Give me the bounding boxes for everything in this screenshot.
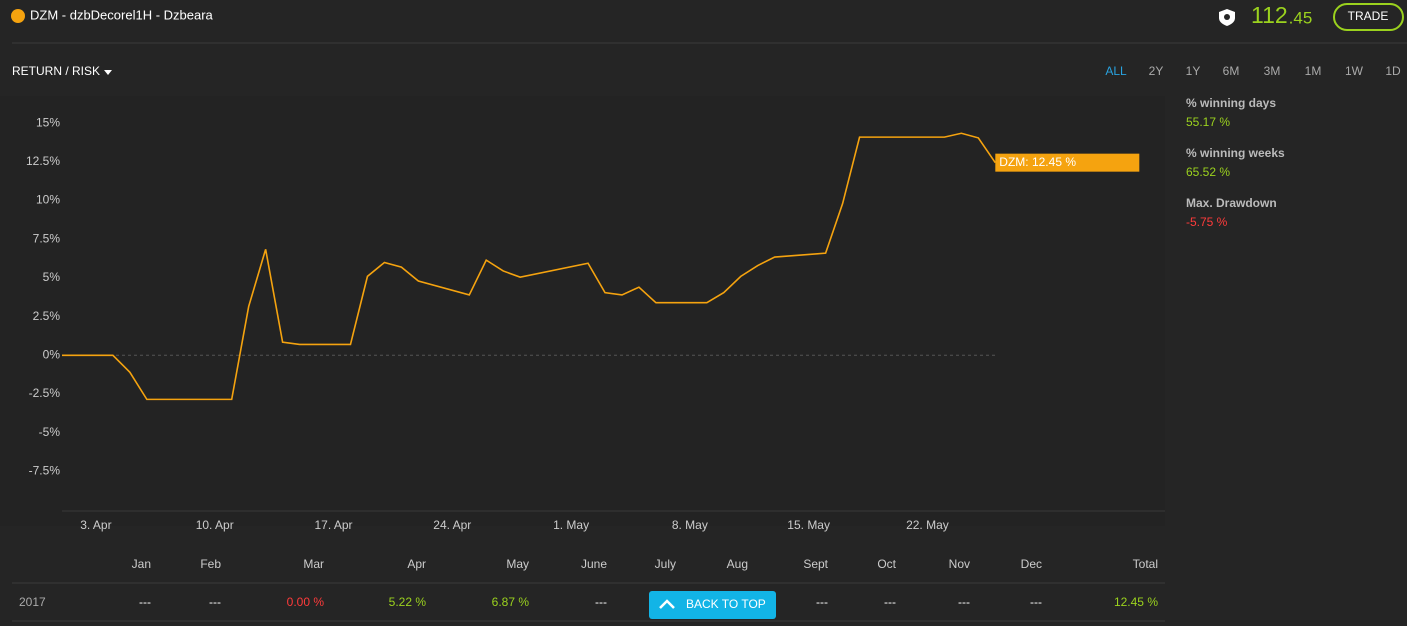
table-column-header: July — [655, 557, 676, 571]
view-menu[interactable]: RETURN / RISK — [12, 64, 100, 78]
y-tick-label: 7.5% — [33, 231, 61, 245]
table-column-header: Apr — [407, 557, 426, 571]
end-label-box — [995, 153, 1140, 172]
stat-value: -5.75 % — [1186, 215, 1228, 229]
y-tick-label: 2.5% — [33, 309, 61, 323]
table-cell: --- — [139, 595, 151, 609]
table-column-header: Feb — [200, 557, 221, 571]
stat-label: Max. Drawdown — [1186, 196, 1277, 210]
table-column-header: May — [506, 557, 529, 571]
table-column-header: Sept — [803, 557, 828, 571]
y-tick-label: -2.5% — [29, 386, 61, 400]
range-option[interactable]: 2Y — [1149, 64, 1164, 78]
symbol-title: DZM - dzbDecorel1H - Dzbeara — [30, 7, 214, 22]
table-cell: --- — [816, 595, 828, 609]
end-label: DZM: 12.45 % — [999, 155, 1076, 169]
return-line — [62, 132, 996, 401]
table-column-header: June — [581, 557, 607, 571]
x-tick-label: 22. May — [906, 518, 949, 532]
stat-label: % winning days — [1186, 96, 1276, 110]
view-menu-caret[interactable] — [104, 70, 112, 75]
range-option[interactable]: ALL — [1105, 64, 1127, 78]
table-cell: 5.22 % — [389, 595, 427, 609]
range-option[interactable]: 3M — [1264, 64, 1281, 78]
y-tick-label: -7.5% — [29, 463, 61, 477]
range-option[interactable]: 6M — [1223, 64, 1240, 78]
y-tick-label: 10% — [36, 193, 60, 207]
table-cell: 0.00 % — [287, 595, 325, 609]
table-column-header: Dec — [1021, 557, 1042, 571]
stat-value: 65.52 % — [1186, 165, 1230, 179]
x-tick-label: 17. Apr — [314, 518, 352, 532]
y-tick-label: 12.5% — [26, 154, 60, 168]
y-tick-label: 0% — [43, 347, 61, 361]
table-row-label: 2017 — [19, 595, 46, 609]
stat-label: % winning weeks — [1186, 146, 1285, 160]
table-column-header: Oct — [877, 557, 896, 571]
x-tick-label: 8. May — [672, 518, 708, 532]
stat-value: 55.17 % — [1186, 115, 1230, 129]
y-tick-label: -5% — [39, 425, 61, 439]
symbol-dot — [11, 9, 25, 23]
price-main: 112 — [1251, 2, 1288, 28]
table-cell: --- — [595, 595, 607, 609]
y-tick-label: 5% — [43, 270, 61, 284]
table-cell: --- — [209, 595, 221, 609]
table-column-header: Total — [1133, 557, 1158, 571]
trade-button[interactable] — [1333, 3, 1404, 31]
trade-button-label[interactable]: TRADE — [1348, 9, 1389, 23]
table-column-header: Aug — [727, 557, 748, 571]
chart-panel — [0, 96, 1165, 526]
table-column-header: Nov — [949, 557, 970, 571]
back-to-top-label[interactable]: BACK TO TOP — [686, 597, 766, 611]
table-cell: --- — [884, 595, 896, 609]
x-tick-label: 10. Apr — [196, 518, 234, 532]
table-column-header: Jan — [132, 557, 151, 571]
x-tick-label: 1. May — [553, 518, 589, 532]
range-option[interactable]: 1W — [1345, 64, 1364, 78]
table-cell: --- — [1030, 595, 1042, 609]
y-tick-label: 15% — [36, 115, 60, 129]
x-tick-label: 15. May — [787, 518, 830, 532]
table-cell: 12.45 % — [1114, 595, 1158, 609]
table-cell: --- — [958, 595, 970, 609]
range-option[interactable]: 1M — [1305, 64, 1322, 78]
price-fraction: .45 — [1289, 8, 1313, 27]
x-tick-label: 3. Apr — [80, 518, 111, 532]
shield-icon-hole — [1224, 14, 1230, 20]
table-cell: 6.87 % — [492, 595, 530, 609]
x-tick-label: 24. Apr — [433, 518, 471, 532]
back-to-top-button[interactable] — [649, 591, 776, 619]
range-option[interactable]: 1D — [1385, 64, 1401, 78]
back-to-top-icon[interactable] — [659, 599, 675, 609]
table-column-header: Mar — [303, 557, 324, 571]
range-option[interactable]: 1Y — [1186, 64, 1201, 78]
